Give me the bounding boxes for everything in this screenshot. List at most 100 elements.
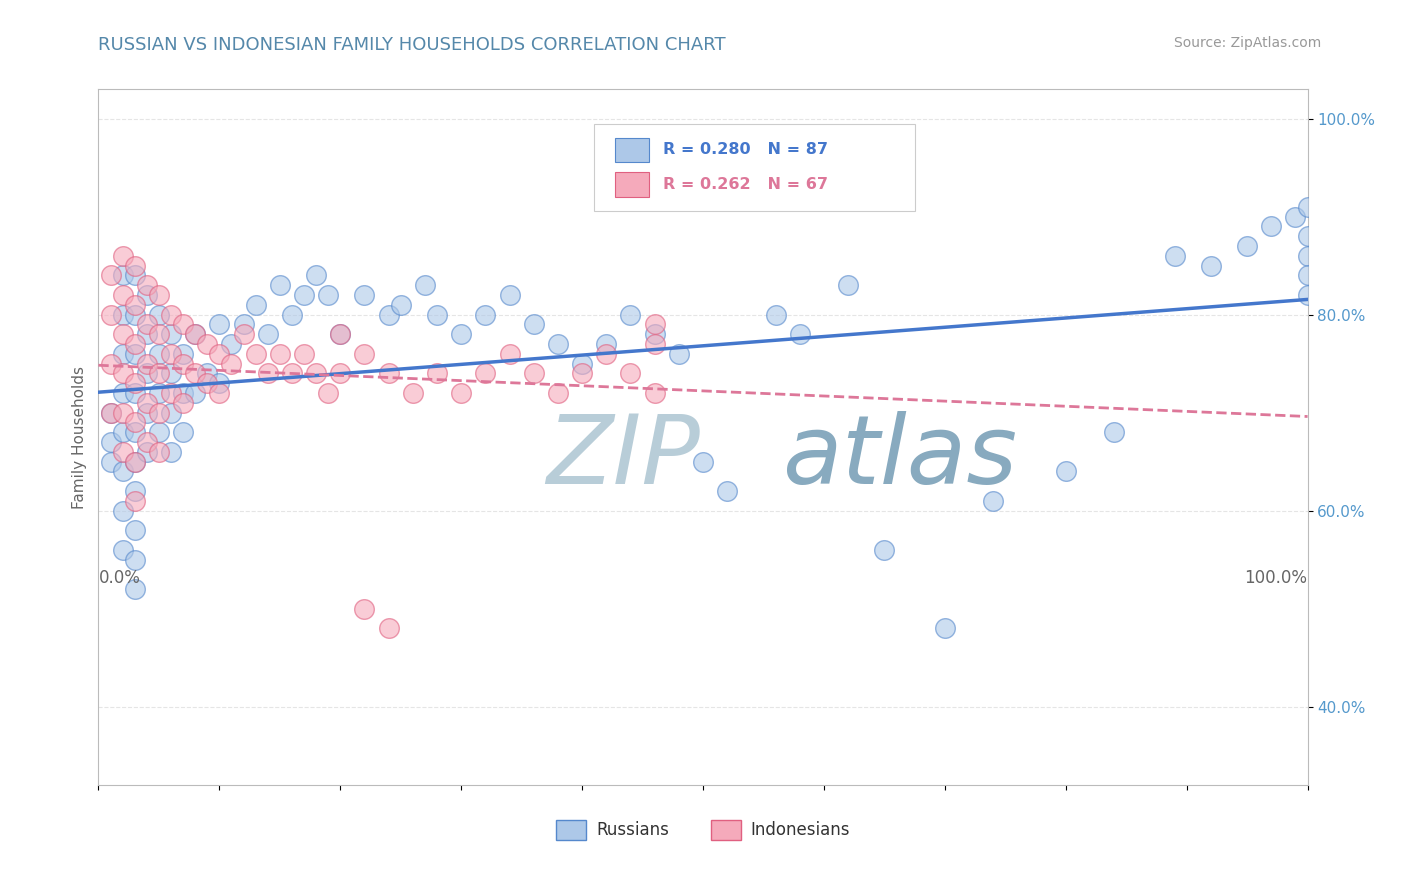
Point [148, 308, 170, 322]
Point [1296, 249, 1319, 263]
Point [124, 483, 146, 498]
Point [124, 454, 146, 468]
Point [172, 425, 194, 440]
Text: 100.0%: 100.0% [1244, 569, 1308, 587]
Point [160, 367, 183, 381]
Point [644, 337, 666, 351]
Point [692, 454, 714, 468]
Point [474, 367, 496, 381]
Point [292, 288, 315, 302]
Point [135, 318, 157, 332]
Point [329, 327, 352, 342]
Point [111, 503, 134, 517]
Point [100, 454, 122, 468]
Point [111, 288, 134, 302]
Point [111, 406, 134, 420]
Point [571, 357, 593, 371]
Y-axis label: Family Households: Family Households [72, 366, 87, 508]
Point [160, 406, 183, 420]
Point [1296, 288, 1319, 302]
Point [523, 367, 546, 381]
Point [316, 288, 339, 302]
Point [111, 268, 134, 283]
Point [245, 298, 267, 312]
Point [377, 621, 399, 635]
Point [135, 278, 157, 293]
Point [1260, 219, 1282, 234]
Point [353, 288, 375, 302]
Point [305, 367, 328, 381]
Text: R = 0.280   N = 87: R = 0.280 N = 87 [664, 142, 828, 157]
Point [100, 406, 122, 420]
Point [135, 357, 157, 371]
Point [172, 347, 194, 361]
Point [195, 376, 218, 391]
Point [135, 288, 157, 302]
Point [111, 542, 134, 557]
Point [172, 318, 194, 332]
Point [208, 376, 231, 391]
Point [124, 425, 146, 440]
Point [353, 347, 375, 361]
Point [124, 454, 146, 468]
Point [111, 327, 134, 342]
Text: ZIP: ZIP [546, 411, 700, 505]
Point [135, 434, 157, 449]
Point [426, 308, 449, 322]
Point [269, 278, 291, 293]
Point [232, 318, 254, 332]
Point [184, 367, 207, 381]
Point [329, 367, 352, 381]
Text: RUSSIAN VS INDONESIAN FAMILY HOUSEHOLDS CORRELATION CHART: RUSSIAN VS INDONESIAN FAMILY HOUSEHOLDS … [98, 36, 725, 54]
Point [981, 493, 1004, 508]
Point [172, 386, 194, 401]
Point [1284, 210, 1306, 224]
Point [124, 298, 146, 312]
Text: atlas: atlas [782, 411, 1017, 505]
Point [124, 523, 146, 537]
Point [1296, 200, 1319, 214]
Point [124, 582, 146, 596]
Point [1296, 268, 1319, 283]
Text: 0.0%: 0.0% [98, 569, 141, 587]
Point [160, 444, 183, 458]
Point [873, 542, 896, 557]
Point [135, 406, 157, 420]
Point [208, 386, 231, 401]
Point [1054, 464, 1077, 478]
Point [644, 327, 666, 342]
Point [135, 367, 157, 381]
Point [111, 425, 134, 440]
Point [619, 308, 641, 322]
Point [426, 367, 449, 381]
Point [184, 327, 207, 342]
Point [124, 552, 146, 566]
Point [208, 318, 231, 332]
Point [124, 493, 146, 508]
Point [389, 298, 412, 312]
Text: R = 0.262   N = 67: R = 0.262 N = 67 [664, 177, 828, 192]
Point [256, 367, 278, 381]
Point [160, 308, 183, 322]
Point [124, 308, 146, 322]
Point [100, 268, 122, 283]
Point [413, 278, 436, 293]
Point [716, 483, 738, 498]
Point [934, 621, 956, 635]
Point [208, 347, 231, 361]
Point [269, 347, 291, 361]
Point [160, 386, 183, 401]
Point [148, 347, 170, 361]
Point [172, 396, 194, 410]
Point [377, 367, 399, 381]
Point [256, 327, 278, 342]
Point [1236, 239, 1258, 253]
Point [547, 337, 569, 351]
Point [450, 386, 472, 401]
Point [148, 327, 170, 342]
Point [111, 464, 134, 478]
Point [111, 444, 134, 458]
Point [765, 308, 787, 322]
Point [450, 327, 472, 342]
Point [172, 357, 194, 371]
